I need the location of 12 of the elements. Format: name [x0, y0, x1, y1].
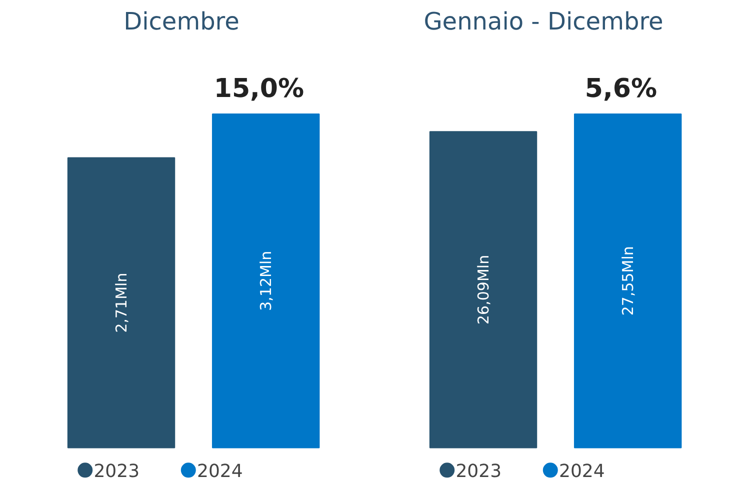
text: 5,6%: [584, 74, 658, 104]
legend-label: 2023: [456, 461, 502, 482]
data-label: 26,09Mln: [474, 254, 492, 324]
text: 15,0%: [214, 74, 304, 104]
chart-title: Gennaio - Dicembre: [424, 8, 664, 36]
data-label: 2,71Mln: [112, 272, 130, 333]
chart-title: Dicembre: [124, 8, 240, 36]
data-label: 3,12Mln: [256, 250, 275, 311]
legend-label: 2024: [558, 461, 605, 482]
data-label: 27,55Mln: [618, 246, 637, 316]
legend-label: 2023: [94, 461, 140, 482]
legend-label: 2024: [196, 461, 243, 482]
